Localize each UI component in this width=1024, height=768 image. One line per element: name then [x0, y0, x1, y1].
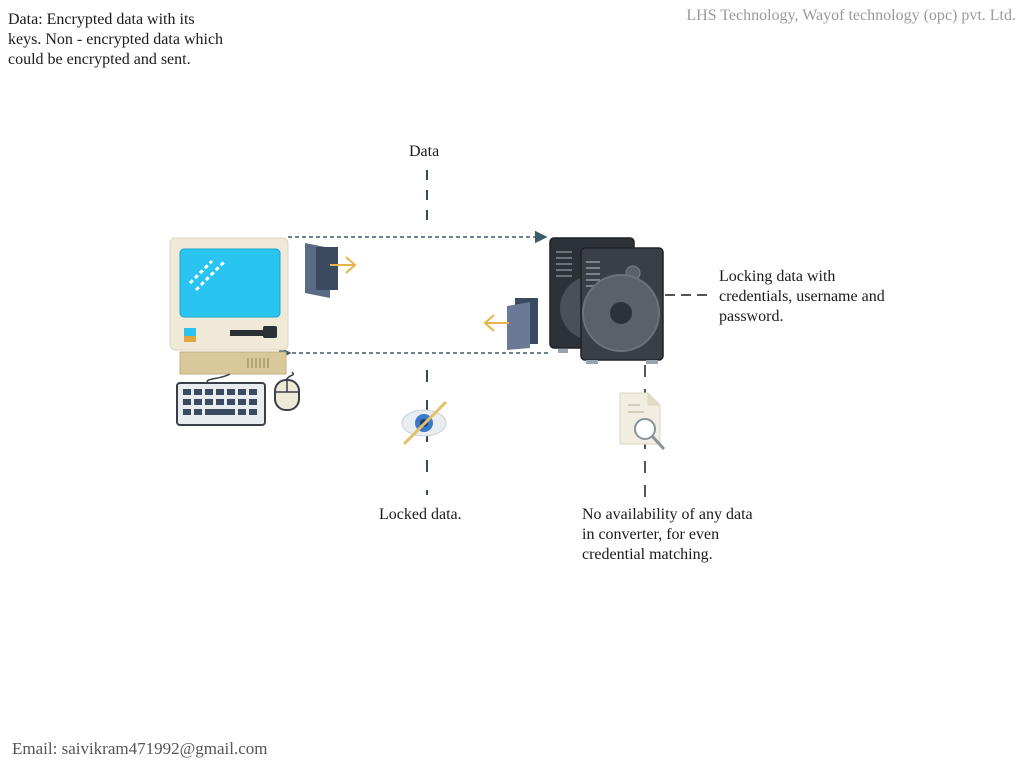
- description-text: Data: Encrypted data with its keys. Non …: [8, 11, 224, 68]
- company-name: LHS Technology, Wayof technology (opc) p…: [686, 7, 1016, 24]
- no-availability-label: No availability of any data in converter…: [582, 506, 753, 563]
- locking-label: Locking data with credentials, username …: [719, 268, 885, 325]
- document-receive-icon: [483, 298, 538, 350]
- keyboard-icon: [176, 373, 266, 426]
- mouse-icon: [274, 371, 300, 411]
- computer-icon: [169, 237, 289, 375]
- email-text: Email: saivikram471992@gmail.com: [12, 739, 268, 758]
- data-label: Data: [409, 143, 440, 160]
- document-send-icon: [305, 243, 357, 298]
- locked-data-label: Locked data.: [379, 506, 462, 523]
- hidden-eye-icon: [401, 400, 448, 446]
- document-search-icon: [619, 392, 666, 451]
- server-icon: [549, 237, 664, 364]
